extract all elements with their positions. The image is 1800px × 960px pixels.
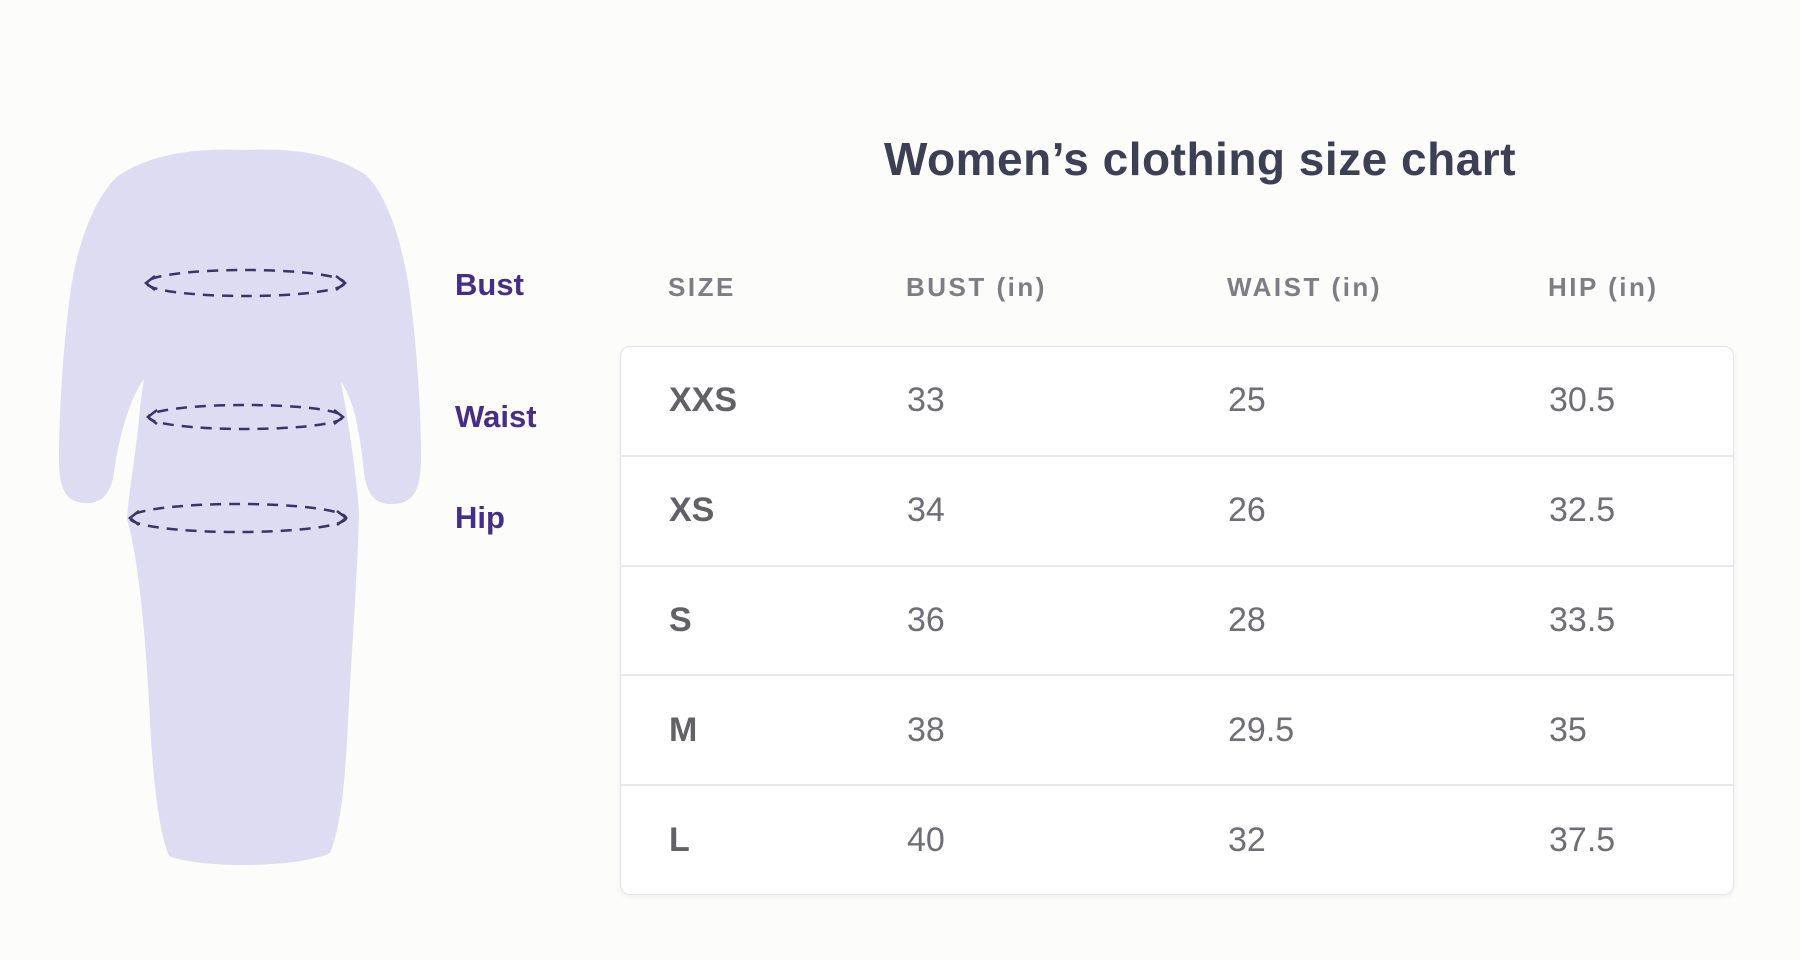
bust-cell: 34 — [907, 491, 945, 530]
size-cell: XXS — [669, 381, 738, 420]
bust-measurement-ellipse — [143, 268, 348, 298]
waist-cell: 25 — [1228, 381, 1266, 420]
column-header-bust: BUST (in) — [906, 272, 1047, 302]
hip-cell: 33.5 — [1549, 600, 1616, 639]
waist-cell: 32 — [1228, 820, 1266, 859]
dress-silhouette — [59, 149, 421, 866]
page-title: Women’s clothing size chart — [883, 133, 1517, 185]
bust-label: Bust — [455, 267, 524, 302]
waist-cell: 29.5 — [1228, 710, 1295, 749]
table-row: L 40 32 37.5 — [621, 784, 1733, 894]
table-row: S 36 28 33.5 — [621, 564, 1733, 675]
waist-cell: 26 — [1228, 491, 1266, 530]
dress-illustration — [59, 149, 421, 866]
table-row: M 38 29.5 35 — [621, 674, 1733, 784]
table-row: XXS 33 25 30.5 — [621, 347, 1733, 455]
table-row: XS 34 26 32.5 — [621, 454, 1733, 565]
hip-cell: 30.5 — [1549, 381, 1616, 420]
bust-cell: 36 — [907, 600, 945, 639]
waist-measurement-ellipse — [145, 403, 346, 431]
size-cell: L — [669, 820, 690, 859]
column-header-size: SIZE — [668, 272, 736, 302]
hip-label: Hip — [455, 500, 505, 535]
size-table: XXS 33 25 30.5 XS 34 26 32.5 S 36 28 33.… — [620, 346, 1734, 895]
waist-cell: 28 — [1228, 600, 1266, 639]
size-cell: XS — [669, 491, 715, 530]
hip-cell: 37.5 — [1549, 820, 1616, 859]
hip-measurement-ellipse — [127, 502, 349, 534]
bust-cell: 40 — [907, 820, 945, 859]
size-cell: M — [669, 710, 698, 749]
bust-cell: 33 — [907, 381, 945, 420]
column-header-waist: WAIST (in) — [1227, 272, 1382, 302]
table-header-row: SIZE BUST (in) WAIST (in) HIP (in) — [620, 272, 1734, 303]
hip-cell: 32.5 — [1549, 491, 1616, 530]
size-cell: S — [669, 600, 692, 639]
column-header-hip: HIP (in) — [1548, 272, 1659, 302]
waist-label: Waist — [455, 399, 537, 434]
hip-cell: 35 — [1549, 710, 1587, 749]
bust-cell: 38 — [907, 710, 945, 749]
